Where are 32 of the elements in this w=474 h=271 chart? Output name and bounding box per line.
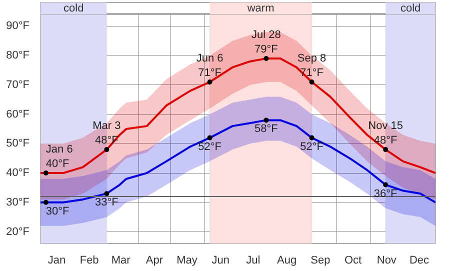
annotation: Jun 6 71°F [196,52,224,80]
annotation: Jul 28 79°F [252,29,281,56]
y-tick-label: 70°F [6,78,30,91]
band-label: cold [400,2,421,14]
y-tick-label: 80°F [6,50,30,62]
annotation: 52°F [198,140,222,153]
x-tick-label: Jun [212,254,230,266]
annotation: Nov 15 48°F [368,120,404,147]
x-tick-label: Aug [277,254,297,266]
y-tick-label: 30°F [6,196,30,208]
y-tick-label: 40°F [6,167,30,180]
annotation: 52°F [300,140,324,153]
x-tick-label: Oct [344,254,362,266]
annotation: 33°F [95,196,119,209]
y-tick-label: 50°F [6,138,30,150]
x-tick-label: Feb [80,254,99,266]
annotation: 30°F [46,205,70,218]
annotation: 58°F [254,123,278,136]
x-tick-label: Mar [111,254,131,266]
y-tick-label: 20°F [6,226,30,238]
x-tick-label: Sep [310,254,330,266]
x-tick-label: Dec [409,254,430,266]
x-tick-label: Apr [146,254,164,266]
x-tick-label: Jul [246,254,260,266]
x-tick-label: Jan [48,254,66,266]
y-tick-label: 60°F [6,108,30,120]
band-label: warm [246,2,274,14]
x-tick-label: Nov [376,254,397,266]
y-tick-label: 90°F [6,20,30,32]
annotation: Jan 6 40°F [46,144,73,170]
x-tick-label: May [176,254,198,266]
band-label: cold [64,2,84,14]
